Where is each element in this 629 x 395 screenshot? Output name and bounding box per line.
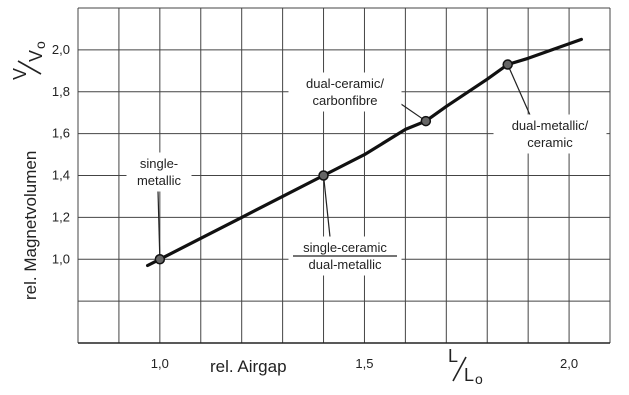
y-tick-label: 2,0 — [52, 42, 70, 57]
data-point — [420, 115, 432, 127]
y-tick-label: 1,2 — [52, 209, 70, 224]
y-tick-label: 1,6 — [52, 126, 70, 141]
x-axis-label: rel. Airgap — [210, 357, 287, 376]
data-point — [318, 170, 329, 181]
x-unit-denominator: Lo — [464, 365, 483, 387]
callout-text: metallic — [137, 173, 182, 188]
x-tick-label: 1,0 — [151, 356, 169, 371]
callout-text: single- — [140, 156, 178, 171]
callout-text: single-ceramic — [303, 240, 387, 255]
callout-1: single-ceramic dual-metallic — [288, 170, 402, 276]
callout-leader — [507, 64, 531, 116]
x-tick-label: 1,5 — [355, 356, 373, 371]
callout-text: dual-metallic — [309, 257, 382, 272]
callout-box — [288, 72, 402, 112]
x-tick-label: 2,0 — [560, 356, 578, 371]
callouts: single-metallicsingle-ceramicdual-metall… — [126, 59, 607, 276]
y-unit-denominator: Vo — [26, 41, 48, 62]
callout-3: dual-metallic/ceramic — [493, 59, 607, 154]
x-unit-label: L Lo — [448, 346, 483, 387]
y-tick-label: 1,8 — [52, 84, 70, 99]
y-unit-label: V Vo — [10, 41, 48, 80]
callout-text: ceramic — [527, 135, 573, 150]
y-unit-slash — [17, 60, 42, 75]
data-point — [502, 59, 513, 70]
y-unit-numerator: V — [10, 68, 30, 80]
callout-2: dual-ceramic/carbonfibre — [288, 72, 432, 127]
y-tick-label: 1,4 — [52, 168, 70, 183]
callout-text: dual-ceramic/ — [306, 76, 384, 91]
callout-text: dual-metallic/ — [512, 118, 589, 133]
callout-0: single-metallic — [126, 152, 192, 265]
data-point — [154, 254, 166, 265]
callout-text: carbonfibre — [312, 93, 377, 108]
callout-leader — [157, 190, 161, 260]
x-unit-slash — [452, 356, 467, 382]
callout-box — [126, 152, 192, 192]
x-unit-numerator: L — [448, 346, 458, 366]
y-axis-label: rel. Magnetvolumen — [21, 151, 40, 300]
tick-labels: 1,0 1,5 2,0 1,0 1,2 1,4 1,6 1,8 2,0 — [52, 42, 578, 371]
callout-leader — [322, 175, 331, 238]
callout-box — [493, 114, 607, 154]
grid — [77, 7, 611, 344]
y-tick-label: 1,0 — [52, 251, 70, 266]
